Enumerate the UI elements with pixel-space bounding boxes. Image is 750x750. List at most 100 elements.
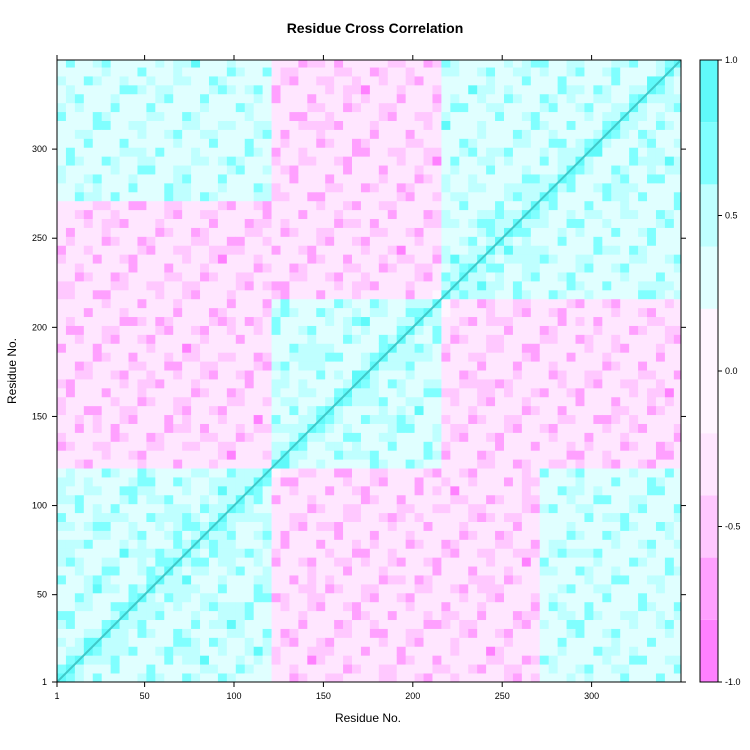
heatmap-cell	[325, 120, 335, 130]
heatmap-cell	[226, 566, 237, 576]
heatmap-cell	[101, 307, 112, 318]
heatmap-cell	[629, 218, 639, 228]
colorbar-tick-label: -0.5	[725, 522, 741, 532]
heatmap-cell	[512, 575, 523, 585]
heatmap-cell	[423, 76, 433, 86]
heatmap-cell	[459, 619, 469, 629]
heatmap-cell	[200, 352, 210, 362]
heatmap-cell	[432, 477, 442, 487]
heatmap-cell	[620, 557, 630, 567]
heatmap-cell	[423, 93, 433, 104]
heatmap-cell	[360, 129, 371, 139]
heatmap-cell	[495, 307, 505, 318]
colorbar: 1.00.50.0-0.5-1.0	[699, 55, 741, 687]
heatmap-cell	[307, 673, 317, 682]
heatmap-cell	[235, 316, 246, 326]
heatmap-cell	[334, 503, 344, 514]
colorbar-tick-label: 1.0	[725, 55, 738, 65]
heatmap-cell	[423, 60, 433, 68]
heatmap-cell	[128, 423, 138, 433]
heatmap-cell	[280, 182, 290, 193]
heatmap-cell	[262, 361, 272, 371]
heatmap-cell	[137, 200, 147, 211]
heatmap-cell	[629, 352, 639, 362]
heatmap-cell	[155, 459, 165, 469]
heatmap-cell	[65, 138, 76, 148]
heatmap-cell	[182, 352, 192, 362]
heatmap-cell	[647, 646, 657, 656]
heatmap-cell	[584, 503, 594, 514]
heatmap-cell	[477, 423, 487, 433]
heatmap-cell	[325, 521, 335, 531]
heatmap-cell	[378, 254, 389, 264]
heatmap-cell	[423, 441, 433, 451]
heatmap-cell	[450, 209, 460, 220]
heatmap-cell	[638, 129, 648, 139]
heatmap-cell	[208, 60, 219, 68]
heatmap-cell	[450, 521, 460, 531]
heatmap-cell	[101, 405, 112, 416]
heatmap-cell	[352, 646, 362, 656]
heatmap-cell	[566, 646, 576, 656]
heatmap-cell	[182, 76, 192, 86]
heatmap-cell	[316, 165, 326, 175]
heatmap-cell	[655, 165, 666, 175]
heatmap-cell	[441, 60, 451, 68]
heatmap-cell	[128, 592, 138, 603]
heatmap-cell	[226, 414, 237, 424]
heatmap-cell	[57, 494, 67, 505]
heatmap-cell	[316, 102, 326, 113]
heatmap-cell	[629, 370, 639, 380]
heatmap-cell	[83, 485, 94, 496]
heatmap-cell	[477, 174, 487, 184]
heatmap-cell	[298, 281, 308, 291]
heatmap-cell	[673, 601, 681, 612]
heatmap-cell	[92, 129, 103, 139]
heatmap-cell	[235, 530, 246, 540]
heatmap-cell	[664, 628, 675, 638]
heatmap-cell	[521, 316, 532, 326]
heatmap-cell	[414, 432, 424, 442]
heatmap-cell	[191, 191, 201, 202]
heatmap-cell	[638, 575, 648, 585]
heatmap-cell	[423, 566, 433, 576]
heatmap-cell	[74, 156, 85, 166]
heatmap-cell	[244, 468, 255, 478]
heatmap-cell	[57, 307, 67, 318]
heatmap-cell	[217, 191, 228, 202]
heatmap-cell	[664, 423, 675, 433]
heatmap-cell	[655, 494, 666, 505]
heatmap-cell	[226, 521, 237, 531]
heatmap-cell	[530, 601, 541, 612]
heatmap-cell	[629, 379, 639, 389]
heatmap-cell	[423, 450, 433, 460]
heatmap-cell	[83, 637, 94, 647]
heatmap-cell	[539, 370, 550, 380]
heatmap-cell	[244, 664, 255, 674]
heatmap-cell	[396, 575, 407, 585]
heatmap-cell	[459, 494, 469, 505]
heatmap-cell	[575, 646, 585, 656]
heatmap-cell	[521, 361, 532, 371]
heatmap-cell	[208, 307, 219, 318]
heatmap-cell	[459, 646, 469, 656]
heatmap-cell	[244, 254, 255, 264]
heatmap-cell	[387, 583, 398, 594]
heatmap-cell	[253, 503, 264, 514]
heatmap-cell	[575, 165, 585, 175]
heatmap-cell	[164, 352, 174, 362]
heatmap-cell	[477, 120, 487, 130]
heatmap-cell	[620, 174, 630, 184]
heatmap-cell	[566, 575, 576, 585]
heatmap-cell	[647, 503, 657, 514]
heatmap-cell	[602, 655, 612, 665]
heatmap-cell	[155, 405, 165, 416]
heatmap-cell	[57, 441, 67, 451]
heatmap-cell	[352, 254, 362, 264]
heatmap-cell	[387, 307, 398, 318]
heatmap-cell	[620, 343, 630, 353]
heatmap-cell	[459, 200, 469, 211]
heatmap-cell	[164, 441, 174, 451]
heatmap-cell	[396, 281, 407, 291]
heatmap-cell	[173, 209, 183, 220]
